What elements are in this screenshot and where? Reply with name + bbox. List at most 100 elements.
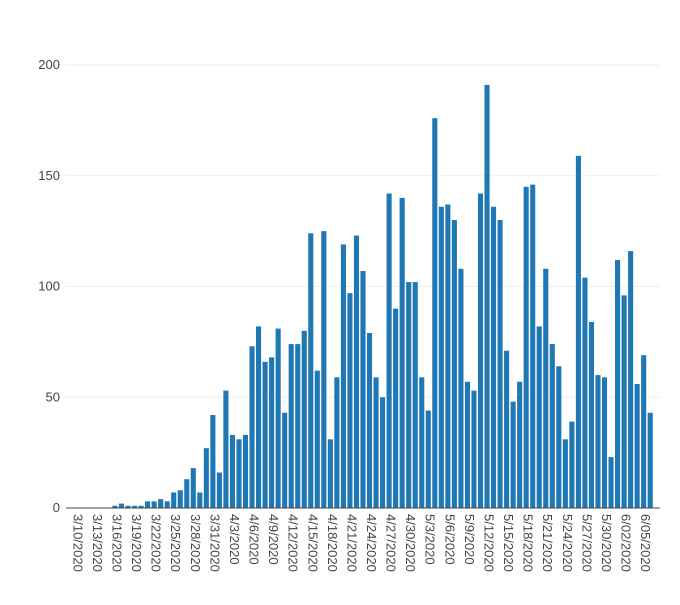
bar [510,401,516,508]
x-tick-label: 5/21/2020 [540,514,555,572]
bar [184,479,190,508]
bar [471,390,477,508]
bar [484,84,490,508]
bar [608,457,614,508]
bar [138,505,144,508]
y-tick-label: 0 [53,500,60,515]
bar [380,397,386,508]
bar [145,501,151,508]
bar [118,503,125,508]
bar [269,357,275,508]
bar [419,377,425,508]
x-tick-label: 5/27/2020 [579,514,594,572]
y-tick-label: 200 [38,57,60,72]
x-tick-label: 3/31/2020 [207,514,222,572]
bar [615,259,621,508]
bar [229,434,235,508]
bar [556,366,562,508]
bar [131,505,138,508]
bar [242,434,249,508]
bar [393,308,399,508]
x-tick-label: 3/25/2020 [168,514,183,572]
bar [327,439,333,508]
x-tick-label: 4/18/2020 [325,514,340,572]
bar [530,184,536,509]
bar [275,328,281,508]
bar [321,231,327,508]
x-tick-labels: 3/10/2020 3/13/2020 3/16/2020 3/19/2020 3/22… [70,514,653,572]
y-tick-label: 100 [38,279,60,294]
bar [582,277,588,508]
bar [438,206,444,508]
bar [641,355,647,508]
y-tick-label: 50 [46,389,60,404]
bar [262,361,268,508]
bar [177,490,183,508]
x-tick-label: 4/21/2020 [344,514,359,572]
x-tick-label: 5/15/2020 [501,514,516,572]
bars [112,84,653,509]
bar [171,492,177,508]
y-tick-labels: 0 50 100 150 200 [38,57,60,515]
x-tick-label: 3/19/2020 [129,514,144,572]
bar [112,505,118,508]
bar [347,293,353,508]
bar [366,333,373,508]
bar [549,344,555,508]
bar [497,220,503,509]
bar [256,326,262,508]
bar [373,377,379,508]
x-tick-label: 3/22/2020 [149,514,164,572]
bar [575,155,581,508]
x-tick-label: 6/02/2020 [619,514,634,572]
bar [432,118,438,508]
x-tick-label: 4/30/2020 [403,514,418,572]
bar [647,412,653,508]
x-tick-label: 5/12/2020 [481,514,496,572]
bar [425,410,431,508]
bar [340,244,346,509]
x-tick-label: 5/24/2020 [560,514,575,572]
bar [223,390,229,508]
bar [125,505,131,508]
bar [451,220,457,509]
bar [249,346,255,508]
bar [386,193,392,508]
bar [412,282,418,508]
x-tick-label: 5/30/2020 [599,514,614,572]
x-tick-label: 4/15/2020 [305,514,320,572]
bar [164,501,170,508]
bar [458,268,464,508]
x-tick-label: 3/28/2020 [188,514,203,572]
bar [517,381,523,508]
bar [190,468,196,508]
bar [158,499,164,508]
bar [634,383,640,508]
bar [151,501,157,508]
x-tick-label: 4/27/2020 [384,514,399,572]
x-tick-label: 3/10/2020 [70,514,85,572]
x-tick-label: 4/24/2020 [364,514,379,572]
x-tick-label: 5/18/2020 [521,514,536,572]
y-tick-label: 150 [38,168,60,183]
bar [282,412,288,508]
x-tick-label: 5/9/2020 [462,514,477,565]
bar [314,370,320,508]
bar [210,414,216,508]
x-tick-label: 3/16/2020 [109,514,124,572]
bar [406,282,412,508]
x-tick-label: 5/3/2020 [423,514,438,565]
x-tick-label: 4/12/2020 [286,514,301,572]
bar [536,326,542,508]
x-tick-label: 4/6/2020 [247,514,262,565]
bar [288,344,294,508]
x-tick-label: 3/13/2020 [90,514,105,572]
bar [399,197,405,508]
bar [569,421,575,508]
bar [334,377,340,508]
bar [360,270,366,508]
x-tick-label: 5/6/2020 [442,514,457,565]
bar [197,492,203,508]
